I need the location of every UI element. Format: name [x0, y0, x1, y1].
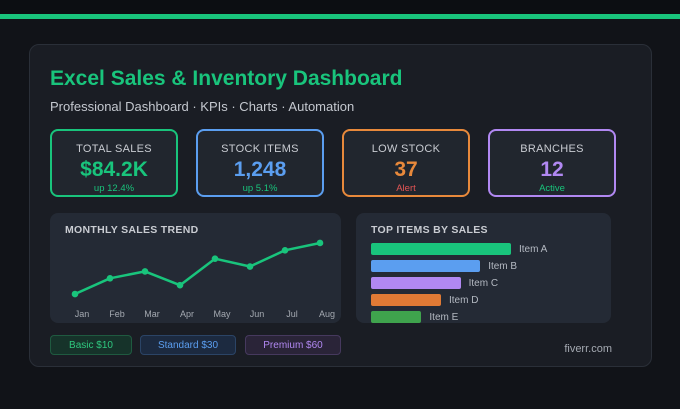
- kpi-value: $84.2K: [80, 158, 148, 181]
- kpi-label: TOTAL SALES: [76, 143, 152, 155]
- dashboard-subtitle: Professional Dashboard · KPIs · Charts ·…: [50, 99, 355, 114]
- kpi-card-branches: BRANCHES 12 Active: [488, 129, 616, 197]
- bar-item-b: [371, 260, 481, 272]
- x-tick-label: Jan: [75, 309, 90, 319]
- monthly-sales-trend-card: MONTHLY SALES TREND Jan Feb Mar Apr May Jun Ju…: [50, 213, 341, 323]
- trend-point-aug: [316, 239, 324, 247]
- trend-point-jan: [71, 290, 79, 298]
- x-tick-label: Mar: [144, 309, 160, 319]
- bar-row-item-d: Item D: [371, 294, 478, 306]
- dashboard-panel: Excel Sales & Inventory Dashboard Profes…: [29, 44, 652, 367]
- kpi-card-stock-items: STOCK ITEMS 1,248 up 5.1%: [196, 129, 324, 197]
- sales-trend-line: [74, 241, 321, 296]
- accent-line: [0, 14, 680, 19]
- bar-row-item-e: Item E: [371, 311, 458, 323]
- trend-point-apr: [176, 281, 184, 289]
- bar-label: Item C: [468, 277, 499, 289]
- kpi-card-total-sales: TOTAL SALES $84.2K up 12.4%: [50, 129, 178, 197]
- pricing-standard-button[interactable]: Standard $30: [140, 335, 236, 355]
- x-tick-label: Apr: [180, 309, 194, 319]
- trend-point-may: [211, 255, 219, 262]
- bar-label: Item A: [519, 243, 548, 255]
- bar-row-item-a: Item A: [371, 243, 547, 255]
- pricing-premium-button[interactable]: Premium $60: [245, 335, 341, 355]
- trend-point-mar: [141, 268, 149, 275]
- bar-row-item-c: Item C: [371, 277, 498, 289]
- bar-item-c: [371, 277, 461, 289]
- trend-point-feb: [106, 275, 114, 282]
- bar-label: Item D: [449, 294, 479, 306]
- kpi-value: 1,248: [233, 158, 287, 181]
- bar-item-e: [371, 311, 422, 323]
- trend-line-chart: Jan Feb Mar Apr May Jun Jul Aug: [71, 239, 335, 319]
- bar-label: Item B: [488, 260, 518, 272]
- dashboard-title: Excel Sales & Inventory Dashboard: [50, 67, 403, 90]
- x-tick-label: Jul: [286, 309, 298, 319]
- kpi-status: Active: [539, 183, 565, 194]
- top-items-card: TOP ITEMS BY SALES Item A Item B Item C Ite…: [356, 213, 611, 323]
- x-tick-label: Jun: [250, 309, 265, 319]
- trend-point-jul: [281, 247, 289, 254]
- pricing-basic-button[interactable]: Basic $10: [50, 335, 132, 355]
- trend-point-jun: [246, 263, 254, 270]
- x-tick-label: Feb: [109, 309, 125, 319]
- bar-label: Item E: [429, 311, 459, 323]
- kpi-value: 12: [540, 158, 564, 181]
- top-bar: [0, 0, 680, 14]
- kpi-value: 37: [394, 158, 418, 181]
- x-tick-label: Aug: [319, 309, 335, 319]
- kpi-card-low-stock: LOW STOCK 37 Alert: [342, 129, 470, 197]
- footer-credit: fiverr.com: [564, 343, 612, 355]
- kpi-label: BRANCHES: [520, 143, 584, 155]
- bar-item-d: [371, 294, 441, 306]
- kpi-change: up 12.4%: [93, 183, 135, 194]
- bar-row-item-b: Item B: [371, 260, 517, 272]
- kpi-status: Alert: [396, 183, 416, 194]
- kpi-label: STOCK ITEMS: [221, 143, 299, 155]
- kpi-change: up 5.1%: [242, 183, 278, 194]
- x-tick-label: May: [213, 309, 231, 319]
- top-items-title: TOP ITEMS BY SALES: [371, 224, 488, 236]
- trend-chart-title: MONTHLY SALES TREND: [65, 224, 199, 236]
- bar-item-a: [371, 243, 511, 255]
- kpi-label: LOW STOCK: [371, 143, 441, 155]
